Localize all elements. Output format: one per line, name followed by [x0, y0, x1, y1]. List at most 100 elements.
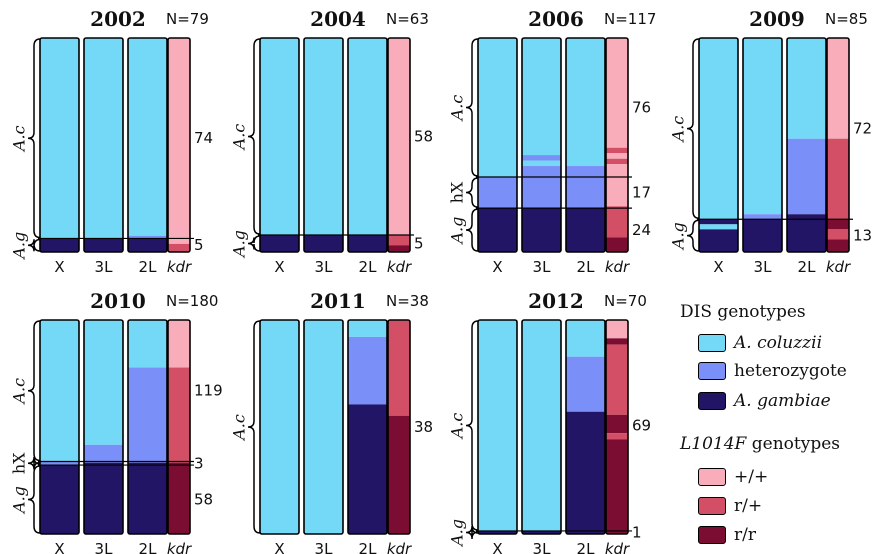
bar-2009-2L-seg-0 — [787, 38, 826, 139]
bar-2011-kdr-seg-1 — [388, 415, 410, 534]
panel-2002: X 3L 2L kdr A.c 74 A.g 5 2002 N=79 — [10, 7, 214, 276]
bar-2006-3L-seg-1 — [522, 155, 561, 161]
legend-label-kdr-ss: +/+ — [734, 467, 769, 487]
bar-2012-2L-seg-1 — [566, 356, 605, 412]
bar-2004-3L-seg-1 — [304, 235, 343, 252]
bar-2002-3L-seg-1 — [84, 238, 123, 252]
bar-2009-X-seg-3 — [699, 229, 738, 252]
column-label-2009-2L: 2L — [798, 258, 817, 276]
legend-swatch-kdr-rr — [698, 526, 726, 544]
column-label-2004-3L: 3L — [315, 258, 334, 276]
bar-outline-2006-3L — [521, 37, 562, 253]
bar-outline-2006-kdr — [605, 37, 629, 253]
group-label-2010-2: A.g — [10, 486, 29, 515]
bar-outline-2004-2L — [347, 37, 388, 253]
bar-2012-3L-seg-1 — [522, 530, 561, 534]
legend-item-gambiae: A. gambiae — [698, 390, 831, 412]
group-brace-2006-2 — [465, 208, 479, 252]
bar-outline-2009-3L — [742, 37, 783, 253]
column-label-2010-kdr: kdr — [167, 540, 192, 554]
legend-item-kdr-rr: r/r — [698, 524, 756, 546]
bar-2002-kdr-seg-1 — [168, 243, 190, 252]
legend-kdr-title: L1014F genotypes — [680, 434, 840, 454]
column-label-2002-3L: 3L — [95, 258, 114, 276]
column-label-2010-X: X — [54, 540, 64, 554]
bar-2010-2L-seg-1 — [128, 367, 167, 463]
bar-2006-2L-seg-2 — [566, 208, 605, 252]
bar-2009-kdr-seg-0 — [827, 38, 849, 139]
group-count-2010-2: 58 — [194, 491, 213, 509]
bar-outline-2011-X — [259, 319, 300, 535]
bar-outline-2011-2L — [347, 319, 388, 535]
panel-2012: X 3L 2L kdr A.c 69 A.g 1 2012 N=70 — [448, 289, 652, 554]
legend-item-heterozygote: heterozygote — [698, 360, 847, 382]
group-label-2002-0: A.c — [10, 125, 29, 153]
panel-2004: X 3L 2L kdr A.c 58 A.g 5 2004 N=63 — [230, 7, 434, 276]
bar-2012-X-seg-0 — [478, 320, 517, 531]
bar-outline-2012-3L — [521, 319, 562, 535]
group-brace-2004-0 — [247, 38, 261, 235]
bar-2010-X-seg-0 — [40, 320, 79, 462]
bar-2002-2L-seg-0 — [128, 38, 167, 236]
bar-outline-2010-2L — [127, 319, 168, 535]
group-count-2006-0: 76 — [632, 99, 651, 117]
legend-label-gambiae: A. gambiae — [734, 391, 831, 411]
panel-title-2004: 2004 — [310, 7, 366, 31]
bar-2009-3L-seg-1 — [743, 214, 782, 220]
bar-2012-kdr-seg-1 — [606, 338, 628, 345]
legend-swatch-kdr-rs — [698, 497, 726, 515]
bar-2012-kdr-seg-3 — [606, 414, 628, 434]
bar-outline-2009-X — [698, 37, 739, 253]
bar-2006-3L-seg-3 — [522, 166, 561, 209]
group-count-2006-2: 24 — [632, 221, 651, 239]
bar-2006-3L-seg-2 — [522, 160, 561, 167]
column-label-2010-2L: 2L — [139, 540, 158, 554]
bar-2004-kdr-seg-2 — [388, 245, 410, 252]
group-count-2009-1: 13 — [853, 227, 872, 245]
bar-2006-3L-seg-4 — [522, 208, 561, 252]
bar-outline-2006-X — [477, 37, 518, 253]
bar-2010-X-seg-2 — [40, 465, 79, 534]
column-label-2011-3L: 3L — [315, 540, 334, 554]
column-label-2009-3L: 3L — [754, 258, 773, 276]
legend-label-heterozygote: heterozygote — [734, 361, 847, 381]
group-brace-2004-1 — [247, 235, 261, 252]
column-label-2002-2L: 2L — [139, 258, 158, 276]
bar-outline-2006-2L — [565, 37, 606, 253]
group-brace-2011-0 — [247, 320, 261, 534]
bar-2006-3L-seg-0 — [522, 38, 561, 156]
bar-2004-kdr-seg-0 — [388, 38, 410, 236]
bar-2004-kdr-seg-1 — [388, 235, 410, 246]
bar-2012-3L-seg-0 — [522, 320, 561, 531]
group-brace-2002-0 — [27, 38, 41, 239]
bar-2006-kdr-seg-2 — [606, 153, 628, 159]
bar-outline-2002-3L — [83, 37, 124, 253]
bar-2010-3L-seg-2 — [84, 462, 123, 534]
group-brace-2010-0 — [27, 320, 41, 462]
bar-2009-kdr-seg-2 — [827, 219, 849, 230]
bar-2004-3L-seg-0 — [304, 38, 343, 236]
group-label-2010-1: hX — [10, 452, 29, 474]
bar-outline-2002-2L — [127, 37, 168, 253]
panel-title-2006: 2006 — [528, 7, 584, 31]
group-count-2009-0: 72 — [853, 120, 872, 138]
column-label-2004-2L: 2L — [359, 258, 378, 276]
group-count-2002-0: 74 — [194, 129, 213, 147]
bar-2011-kdr-seg-0 — [388, 320, 410, 416]
bar-2006-2L-seg-1 — [566, 166, 605, 209]
bar-2009-X-seg-2 — [699, 224, 738, 230]
legend: DIS genotypes A. coluzzii heterozygote A… — [680, 302, 870, 550]
bar-2012-kdr-seg-2 — [606, 344, 628, 415]
group-brace-2006-0 — [465, 38, 479, 177]
bar-2002-2L-seg-2 — [128, 238, 167, 252]
bar-2010-kdr-seg-2 — [168, 462, 190, 534]
bar-2002-kdr-seg-0 — [168, 38, 190, 244]
legend-kdr-title-rest: genotypes — [746, 434, 840, 454]
bar-2010-X-seg-1 — [40, 461, 79, 466]
bar-2002-X-seg-0 — [40, 38, 79, 239]
panel-title-2012: 2012 — [528, 289, 584, 313]
legend-kdr-title-gene: L1014F — [680, 434, 747, 454]
panel-n-2012: N=70 — [604, 292, 647, 310]
bar-2009-X-seg-1 — [699, 219, 738, 225]
column-label-2006-X: X — [492, 258, 502, 276]
